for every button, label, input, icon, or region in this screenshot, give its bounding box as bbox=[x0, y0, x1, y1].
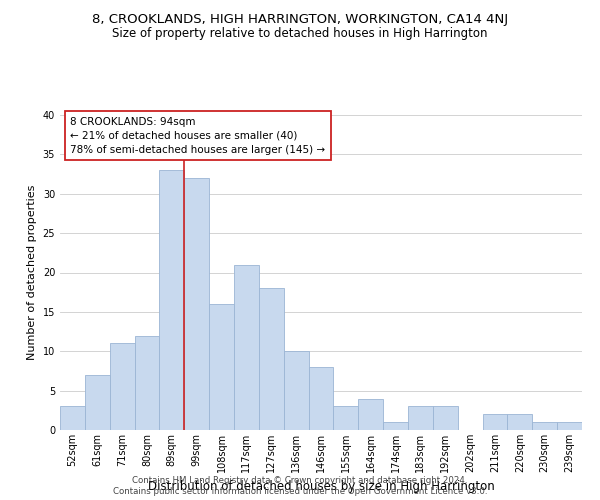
Bar bbox=[234, 264, 259, 430]
Text: 8 CROOKLANDS: 94sqm
← 21% of detached houses are smaller (40)
78% of semi-detach: 8 CROOKLANDS: 94sqm ← 21% of detached ho… bbox=[70, 116, 326, 154]
Bar bbox=[284, 351, 308, 430]
Bar bbox=[160, 170, 184, 430]
X-axis label: Distribution of detached houses by size in High Harrington: Distribution of detached houses by size … bbox=[148, 480, 494, 494]
Bar bbox=[508, 414, 532, 430]
Bar bbox=[358, 398, 383, 430]
Bar bbox=[60, 406, 85, 430]
Bar bbox=[184, 178, 209, 430]
Bar bbox=[259, 288, 284, 430]
Bar bbox=[383, 422, 408, 430]
Bar bbox=[334, 406, 358, 430]
Bar bbox=[408, 406, 433, 430]
Bar bbox=[209, 304, 234, 430]
Bar bbox=[134, 336, 160, 430]
Bar bbox=[110, 344, 134, 430]
Text: Contains HM Land Registry data © Crown copyright and database right 2024.: Contains HM Land Registry data © Crown c… bbox=[132, 476, 468, 485]
Text: 8, CROOKLANDS, HIGH HARRINGTON, WORKINGTON, CA14 4NJ: 8, CROOKLANDS, HIGH HARRINGTON, WORKINGT… bbox=[92, 12, 508, 26]
Y-axis label: Number of detached properties: Number of detached properties bbox=[27, 185, 37, 360]
Bar bbox=[85, 375, 110, 430]
Bar bbox=[482, 414, 508, 430]
Bar bbox=[308, 367, 334, 430]
Bar bbox=[433, 406, 458, 430]
Bar bbox=[557, 422, 582, 430]
Text: Size of property relative to detached houses in High Harrington: Size of property relative to detached ho… bbox=[112, 28, 488, 40]
Text: Contains public sector information licensed under the Open Government Licence v3: Contains public sector information licen… bbox=[113, 487, 487, 496]
Bar bbox=[532, 422, 557, 430]
